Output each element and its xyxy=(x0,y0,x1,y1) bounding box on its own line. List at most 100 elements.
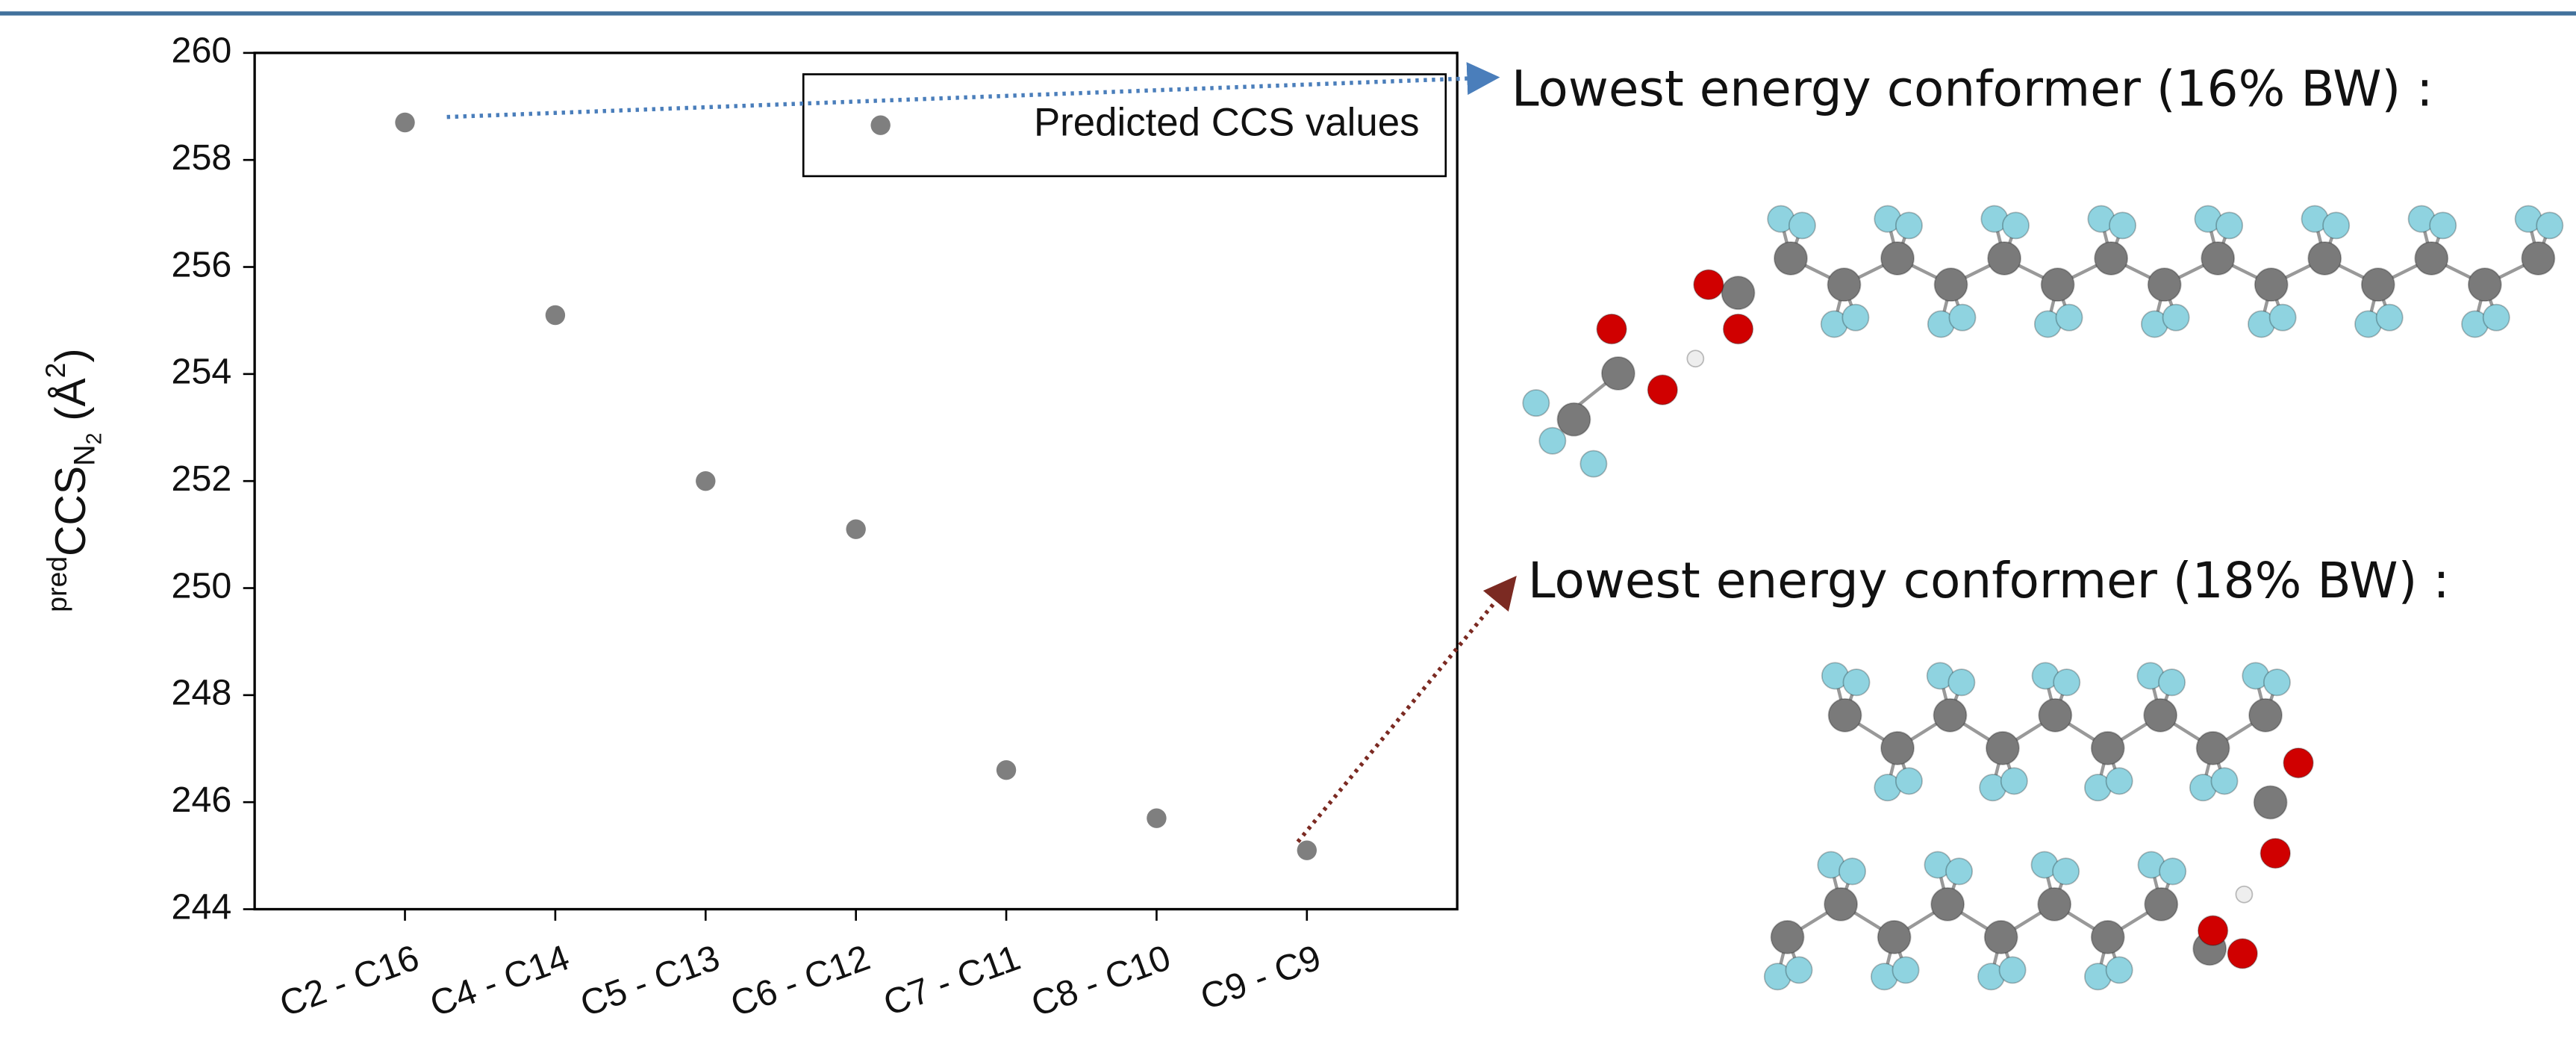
atom xyxy=(1786,957,1812,983)
atom xyxy=(2038,888,2071,921)
atom xyxy=(1985,921,2018,954)
atom xyxy=(1931,888,1964,921)
atom xyxy=(2053,858,2079,884)
atom xyxy=(1597,314,1627,344)
atom xyxy=(1523,390,1549,416)
figure: predCCSN2 (Å2) Lowest energy conformer (… xyxy=(0,0,2576,1041)
atom xyxy=(1774,242,1807,275)
y-tick-label: 250 xyxy=(172,565,232,606)
atom xyxy=(2260,839,2290,868)
atom xyxy=(2144,699,2177,732)
atom xyxy=(2197,732,2230,765)
atom xyxy=(2362,268,2395,301)
atom xyxy=(2162,305,2189,331)
y-label-subsub: 2 xyxy=(82,432,106,444)
y-tick-label: 260 xyxy=(172,31,232,71)
atom xyxy=(2159,669,2185,695)
point xyxy=(1147,808,1166,827)
annotation: Lowest energy conformer (16% BW) : xyxy=(1512,60,2433,118)
atom xyxy=(2254,786,2287,818)
atom xyxy=(2430,212,2456,238)
atom xyxy=(2159,858,2186,884)
atom xyxy=(2201,242,2234,275)
atom xyxy=(2415,242,2448,275)
atom xyxy=(2148,268,2181,301)
atom xyxy=(1687,350,1703,367)
atom xyxy=(1602,357,1635,390)
atom xyxy=(2053,669,2080,695)
y-tick-label: 256 xyxy=(172,244,232,285)
atom xyxy=(2001,768,2027,794)
atom xyxy=(1647,375,1677,405)
point xyxy=(1297,840,1317,860)
atom xyxy=(2056,305,2082,331)
atom xyxy=(1824,888,1857,921)
atom xyxy=(2198,916,2228,945)
arrow xyxy=(1298,582,1512,842)
atom xyxy=(2264,669,2290,695)
plot-frame xyxy=(255,53,1457,910)
y-label-main: CCS xyxy=(47,466,95,556)
point xyxy=(846,519,865,538)
atom xyxy=(1827,268,1860,301)
atom xyxy=(1829,699,1862,732)
y-label-prefix: pred xyxy=(41,556,72,612)
point xyxy=(395,113,414,132)
x-tick-label: C2 - C16 xyxy=(275,937,424,1025)
legend-marker xyxy=(870,115,890,134)
x-tick-label: C6 - C12 xyxy=(726,937,875,1025)
atom xyxy=(2283,748,2313,778)
atom xyxy=(1896,768,1922,794)
atom xyxy=(1935,268,1968,301)
x-tick-label: C5 - C13 xyxy=(576,937,725,1025)
atom xyxy=(1557,403,1590,436)
atom xyxy=(1881,732,1914,765)
atom xyxy=(2106,957,2133,983)
atom xyxy=(1839,858,1865,884)
atom xyxy=(2092,921,2124,954)
atom xyxy=(2323,212,2349,238)
y-tick-label: 254 xyxy=(172,352,232,392)
atom xyxy=(2003,212,2029,238)
atom xyxy=(1933,699,1966,732)
legend-label: Predicted CCS values xyxy=(1034,101,1420,145)
point xyxy=(997,760,1016,780)
atom xyxy=(1999,957,2025,983)
atom xyxy=(1724,314,1753,344)
atom xyxy=(1789,212,1815,238)
y-label-close: ) xyxy=(47,348,95,362)
atom xyxy=(2227,939,2257,969)
atom xyxy=(1722,276,1755,309)
y-label-sub: N xyxy=(69,444,102,466)
y-tick-label: 252 xyxy=(172,459,232,499)
atom xyxy=(2469,268,2501,301)
atom xyxy=(2095,242,2127,275)
atom xyxy=(2092,732,2124,765)
atom xyxy=(1946,858,1972,884)
point xyxy=(696,471,715,491)
atom xyxy=(2216,212,2242,238)
atom xyxy=(2270,305,2296,331)
atom xyxy=(2211,768,2237,794)
atom xyxy=(2106,768,2133,794)
atom xyxy=(2255,268,2288,301)
y-tick-label: 246 xyxy=(172,780,232,820)
y-tick-label: 258 xyxy=(172,137,232,178)
atom xyxy=(2109,212,2136,238)
point xyxy=(546,305,565,325)
atom xyxy=(1843,669,1869,695)
atom xyxy=(2039,699,2071,732)
atom xyxy=(1539,428,1565,454)
atom xyxy=(1881,242,1914,275)
atom xyxy=(2249,699,2282,732)
y-label-sup: 2 xyxy=(40,363,71,379)
atom xyxy=(2042,268,2074,301)
atom xyxy=(1892,957,1918,983)
y-tick-label: 244 xyxy=(172,886,232,927)
atom xyxy=(2377,305,2403,331)
x-tick-label: C8 - C10 xyxy=(1026,937,1176,1025)
y-tick-label: 248 xyxy=(172,673,232,713)
atom xyxy=(2483,305,2510,331)
x-tick-label: C9 - C9 xyxy=(1195,937,1326,1018)
annotation: Lowest energy conformer (18% BW) : xyxy=(1528,552,2450,609)
